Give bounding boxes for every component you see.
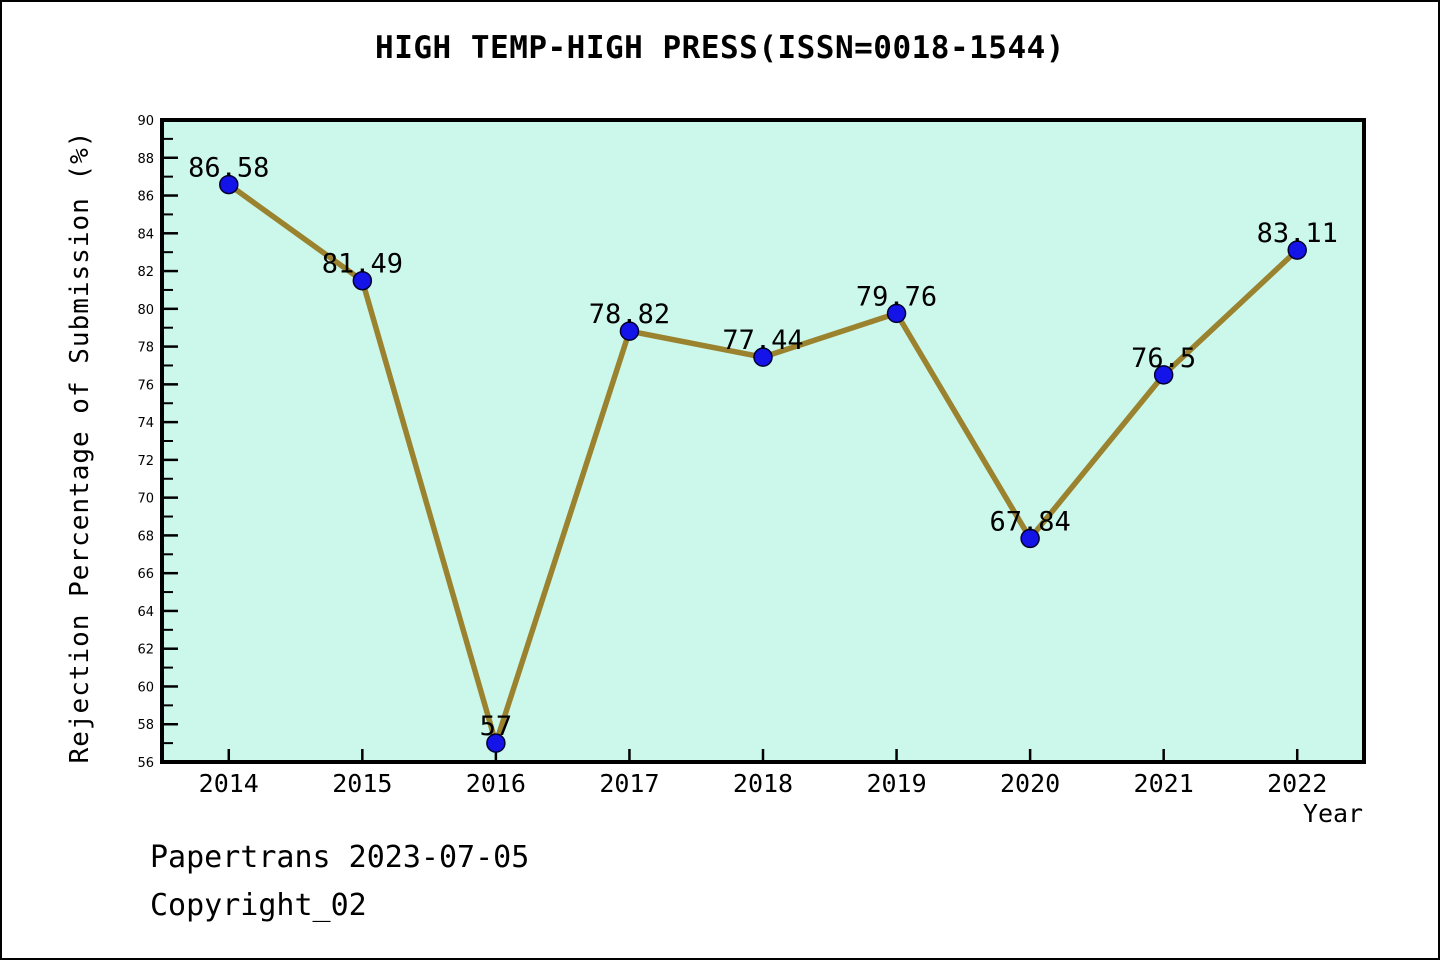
y-tick-label: 76: [137, 378, 154, 393]
x-tick-label: 2017: [599, 769, 659, 798]
x-tick-label: 2020: [1000, 769, 1060, 798]
data-point: [219, 174, 239, 195]
y-tick-label: 68: [137, 529, 154, 544]
y-tick-label: 86: [137, 190, 154, 205]
y-tick-label: 90: [137, 114, 154, 129]
data-point-label: 86.58: [188, 153, 269, 184]
x-tick-label: 2021: [1134, 769, 1194, 798]
data-point-label: 67.84: [989, 506, 1070, 537]
y-tick-label: 84: [137, 227, 154, 242]
data-point: [886, 303, 907, 324]
y-tick-label: 82: [137, 265, 154, 280]
footer-copyright: Copyright_02: [150, 888, 367, 923]
data-point: [619, 321, 640, 341]
y-tick-label: 78: [137, 341, 154, 356]
plot-area: [160, 118, 1366, 764]
data-point-label: 57: [480, 711, 513, 742]
data-point: [753, 347, 773, 367]
y-tick-label: 58: [137, 718, 154, 733]
data-point: [1153, 365, 1174, 385]
x-tick-label: 2015: [332, 769, 392, 798]
data-point-label: 79.76: [856, 281, 937, 312]
data-point: [352, 270, 373, 291]
y-tick-label: 64: [137, 605, 154, 620]
x-tick-label: 2022: [1267, 769, 1327, 798]
data-point-label: 83.11: [1257, 218, 1338, 249]
y-tick-label: 88: [137, 152, 154, 167]
y-tick-label: 60: [137, 680, 154, 695]
x-tick-label: 2019: [866, 769, 926, 798]
y-tick-label: 70: [137, 492, 154, 507]
y-tick-label: 62: [137, 643, 154, 658]
y-tick-label: 74: [137, 416, 154, 431]
data-point-label: 81.49: [322, 249, 403, 280]
data-point-label: 78.82: [589, 299, 670, 330]
data-point: [1020, 528, 1040, 549]
x-axis-label: Year: [1302, 799, 1364, 828]
x-tick-label: 2016: [466, 769, 526, 798]
y-tick-label: 80: [137, 303, 154, 318]
footer-source-date: Papertrans 2023-07-05: [150, 840, 530, 875]
data-point-label: 77.44: [722, 325, 803, 356]
x-tick-label: 2018: [733, 769, 793, 798]
data-point: [486, 733, 506, 753]
y-tick-label: 56: [137, 756, 154, 771]
chart-title: HIGH TEMP-HIGH PRESS(ISSN=0018-1544): [375, 30, 1065, 66]
x-tick-label: 2014: [199, 769, 259, 798]
y-tick-label: 72: [137, 454, 154, 469]
y-tick-label: 66: [137, 567, 154, 582]
data-point-label: 76.5: [1131, 343, 1196, 374]
data-point: [1287, 240, 1307, 260]
